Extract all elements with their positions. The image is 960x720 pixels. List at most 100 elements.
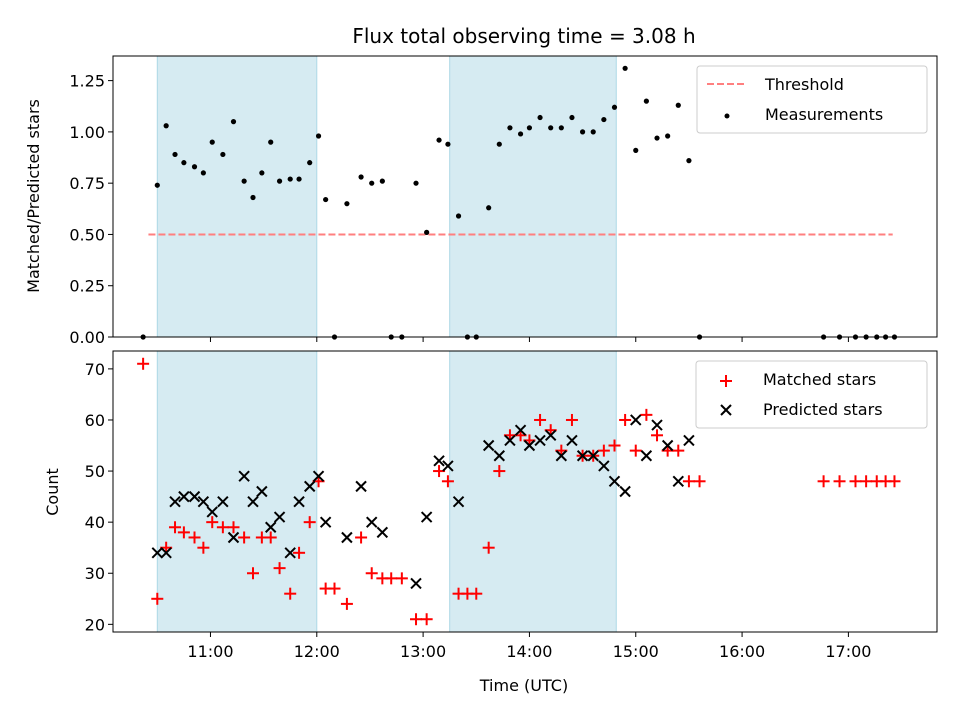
- matched-star-point: [693, 475, 706, 488]
- predicted-star-point: [284, 547, 296, 559]
- measurement-point: [250, 194, 256, 201]
- measurement-point: [517, 131, 524, 137]
- measurement-point: [590, 129, 596, 135]
- measurement-point: [323, 196, 329, 203]
- matched-star-point: [849, 475, 862, 488]
- measurement-point: [268, 139, 274, 145]
- measurement-point: [241, 178, 247, 184]
- bottom-shaded-intervals: [156, 350, 617, 633]
- matched-star-point: [860, 475, 873, 488]
- predicted-star-point: [355, 480, 367, 493]
- matched-star-point: [619, 413, 632, 426]
- measurement-point: [230, 119, 237, 125]
- measurement-point: [191, 164, 198, 170]
- measurement-point: [154, 182, 160, 188]
- predicted-star-point: [576, 450, 589, 462]
- measurement-point: [445, 141, 451, 147]
- y-tick-label: 1.00: [69, 123, 105, 142]
- measurement-point: [287, 176, 293, 182]
- matched-star-point: [169, 521, 182, 534]
- predicted-star-point: [160, 547, 172, 559]
- matched-star-point: [293, 546, 306, 559]
- measurement-point: [486, 205, 492, 211]
- matched-star-point: [188, 531, 201, 544]
- measurement-point: [259, 170, 265, 176]
- x-tick-label: 13:00: [400, 642, 446, 661]
- measurement-point: [172, 151, 178, 158]
- top-y-axis-label: Matched/Predicted stars: [24, 99, 43, 293]
- predicted-star-point: [319, 516, 332, 528]
- predicted-star-point: [514, 424, 527, 436]
- predicted-stars-points: [151, 414, 695, 590]
- predicted-star-point: [661, 439, 674, 452]
- matched-star-point: [651, 429, 664, 442]
- predicted-star-point: [238, 470, 250, 482]
- predicted-star-point: [366, 516, 378, 528]
- measurement-point: [675, 102, 681, 108]
- predicted-star-point: [482, 439, 495, 452]
- predicted-star-point: [630, 414, 642, 426]
- y-tick-label: 40: [85, 513, 105, 532]
- matched-star-point: [355, 531, 368, 544]
- measurement-points: [140, 65, 898, 340]
- bottom-y-ticks: 20 30 40 50 60 70: [85, 360, 113, 634]
- predicted-star-point: [151, 547, 164, 559]
- measurement-point: [424, 229, 430, 235]
- matched-star-point: [482, 541, 495, 554]
- matched-star-point: [470, 587, 483, 600]
- matched-star-point: [833, 475, 846, 488]
- predicted-star-point: [587, 450, 599, 462]
- predicted-star-point: [433, 455, 445, 467]
- matched-star-point: [565, 413, 578, 426]
- x-tick-label: 15:00: [613, 642, 659, 661]
- legend-measurements-swatch: [724, 113, 730, 119]
- measurement-point: [413, 180, 419, 186]
- measurement-point: [369, 180, 375, 186]
- matched-star-point: [420, 613, 433, 626]
- x-axis-label: Time (UTC): [479, 676, 568, 695]
- shaded-interval-0: [156, 55, 318, 338]
- matched-star-point: [597, 444, 610, 457]
- predicted-star-point: [608, 475, 621, 487]
- measurement-point: [654, 135, 660, 141]
- matched-star-point: [534, 413, 547, 426]
- predicted-star-point: [341, 531, 353, 544]
- predicted-star-point: [598, 460, 610, 472]
- predicted-star-point: [651, 419, 663, 431]
- measurement-point: [558, 125, 564, 131]
- matched-star-point: [264, 531, 277, 544]
- legend-threshold-label: Threshold: [764, 75, 844, 94]
- matched-star-point: [177, 526, 190, 539]
- y-tick-label: 20: [85, 615, 105, 634]
- measurement-point: [315, 133, 322, 139]
- matched-star-point: [284, 587, 297, 600]
- matched-star-point: [227, 521, 240, 534]
- predicted-star-point: [683, 434, 695, 447]
- y-tick-label: 60: [85, 411, 105, 430]
- predicted-star-point: [188, 490, 201, 503]
- bottom-axes: 20 30 40 50 60 70 11:00 12:00 13:00 14:00 15:00 16…: [43, 350, 938, 695]
- measurement-point: [200, 170, 206, 176]
- predicted-star-point: [493, 450, 506, 462]
- legend-predicted-label: Predicted stars: [763, 400, 883, 419]
- bottom-axes-frame: [112, 350, 938, 633]
- predicted-star-point: [544, 429, 557, 442]
- y-tick-label: 0.50: [69, 225, 105, 244]
- matched-star-point: [682, 475, 695, 488]
- predicted-star-point: [273, 511, 286, 523]
- predicted-star-point: [227, 531, 240, 544]
- chart-title: Flux total observing time = 3.08 h: [352, 24, 695, 48]
- predicted-star-point: [178, 490, 190, 503]
- y-tick-label: 0.25: [69, 277, 105, 296]
- measurement-point: [276, 178, 283, 184]
- matched-star-point: [629, 444, 642, 457]
- matched-star-point: [238, 531, 251, 544]
- measurement-point: [686, 158, 692, 164]
- matched-star-point: [817, 475, 830, 488]
- measurement-point: [643, 98, 649, 104]
- predicted-star-point: [312, 470, 325, 482]
- predicted-star-point: [206, 506, 218, 518]
- predicted-star-point: [376, 526, 389, 539]
- matched-star-point: [206, 516, 219, 529]
